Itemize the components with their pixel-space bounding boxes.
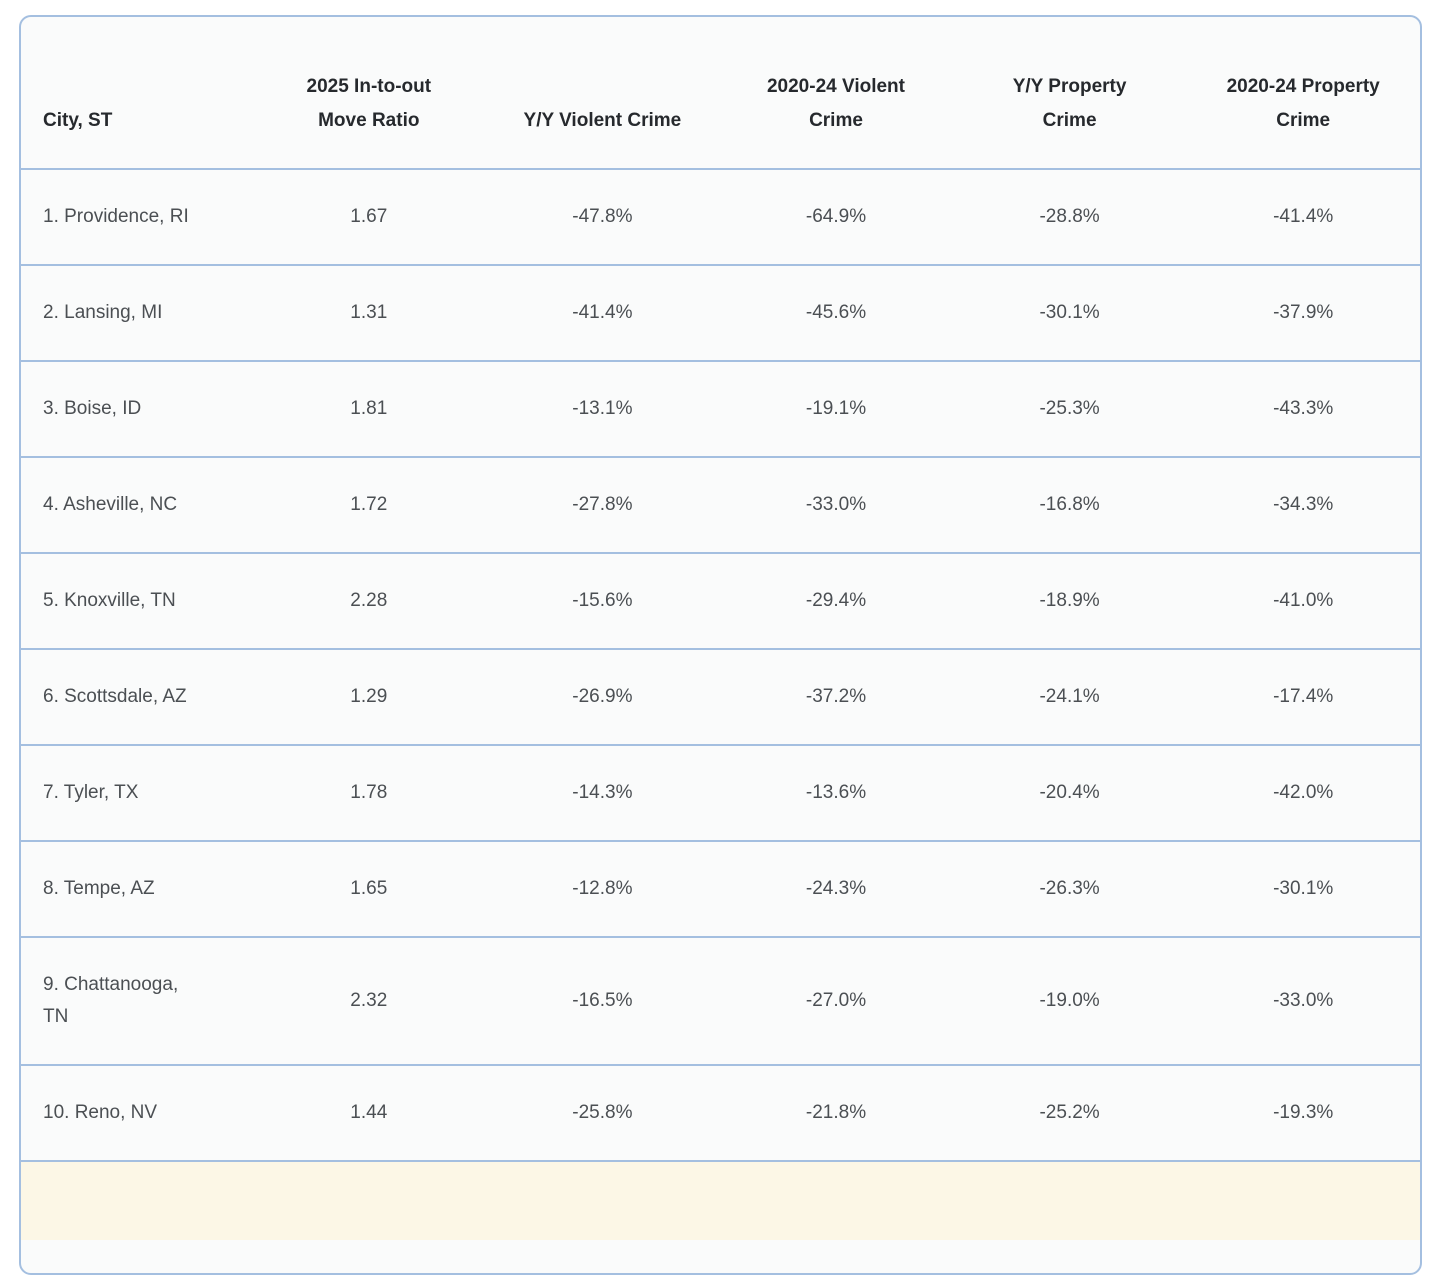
cell-2020-24-violent-crime: -29.4% <box>805 590 867 611</box>
cell-2020-24-property-crime: -33.0% <box>1273 990 1334 1011</box>
cell-city: 7. Tyler, TX <box>43 782 139 803</box>
cell-2020-24-violent-crime: -27.0% <box>805 990 867 1011</box>
table-row: 10. Reno, NV 1.44 -25.8% -21.8% -25.2% -… <box>21 1064 1420 1160</box>
cell-2020-24-property-crime: -37.9% <box>1273 302 1334 323</box>
cell-yy-property-crime: -25.3% <box>1039 398 1100 419</box>
cell-2020-24-property-crime: -41.0% <box>1273 590 1334 611</box>
column-header-2020-24-property-crime: 2020-24 Property Crime <box>1226 76 1380 131</box>
table-row: 9. Chattanooga, TN 2.32 -16.5% -27.0% -1… <box>21 936 1420 1064</box>
cell-yy-violent-crime: -41.4% <box>572 302 633 323</box>
cell-2020-24-violent-crime: -24.3% <box>805 878 867 899</box>
column-header-city: City, ST <box>43 110 113 131</box>
table-row: 3. Boise, ID 1.81 -13.1% -19.1% -25.3% -… <box>21 360 1420 456</box>
cell-city: 2. Lansing, MI <box>43 302 163 323</box>
cell-city: 8. Tempe, AZ <box>43 878 155 899</box>
cell-city: 6. Scottsdale, AZ <box>43 686 187 707</box>
cell-yy-violent-crime: -16.5% <box>572 990 633 1011</box>
cell-city: 4. Asheville, NC <box>43 494 178 515</box>
cell-yy-violent-crime: -27.8% <box>572 494 633 515</box>
column-header-yy-violent-crime: Y/Y Violent Crime <box>523 110 682 131</box>
partial-row-highlight <box>21 1160 1420 1240</box>
column-header-yy-property-crime: Y/Y Property Crime <box>1012 76 1127 131</box>
cell-2020-24-violent-crime: -13.6% <box>805 782 867 803</box>
column-header-move-ratio: 2025 In-to-out Move Ratio <box>306 76 432 131</box>
table-row: 5. Knoxville, TN 2.28 -15.6% -29.4% -18.… <box>21 552 1420 648</box>
cell-yy-property-crime: -19.0% <box>1039 990 1100 1011</box>
cell-move-ratio: 1.44 <box>350 1102 388 1123</box>
cell-yy-violent-crime: -14.3% <box>572 782 633 803</box>
cell-2020-24-violent-crime: -64.9% <box>805 206 867 227</box>
table-row: 4. Asheville, NC 1.72 -27.8% -33.0% -16.… <box>21 456 1420 552</box>
cell-yy-violent-crime: -12.8% <box>572 878 633 899</box>
cell-move-ratio: 1.65 <box>350 878 388 899</box>
cell-move-ratio: 1.31 <box>350 302 388 323</box>
cell-2020-24-violent-crime: -33.0% <box>805 494 867 515</box>
cell-yy-property-crime: -25.2% <box>1039 1102 1100 1123</box>
cell-yy-property-crime: -28.8% <box>1039 206 1100 227</box>
cell-2020-24-property-crime: -17.4% <box>1273 686 1334 707</box>
cell-move-ratio: 1.78 <box>350 782 388 803</box>
cell-move-ratio: 2.28 <box>350 590 388 611</box>
table-row: 8. Tempe, AZ 1.65 -12.8% -24.3% -26.3% -… <box>21 840 1420 936</box>
cell-move-ratio: 1.72 <box>350 494 388 515</box>
cell-city: 1. Providence, RI <box>43 206 189 227</box>
table-row: 1. Providence, RI 1.67 -47.8% -64.9% -28… <box>21 168 1420 264</box>
cell-city: 9. Chattanooga, TN <box>43 974 179 1027</box>
cell-yy-violent-crime: -13.1% <box>572 398 633 419</box>
cell-2020-24-violent-crime: -37.2% <box>805 686 867 707</box>
table-row: 6. Scottsdale, AZ 1.29 -26.9% -37.2% -24… <box>21 648 1420 744</box>
cell-move-ratio: 2.32 <box>350 990 388 1011</box>
crime-stats-table: City, ST 2025 In-to-out Move Ratio Y/Y V… <box>19 15 1422 1275</box>
column-header-2020-24-violent-crime: 2020-24 Violent Crime <box>766 76 905 131</box>
cell-yy-property-crime: -20.4% <box>1039 782 1100 803</box>
cell-2020-24-violent-crime: -45.6% <box>805 302 867 323</box>
table-row: 2. Lansing, MI 1.31 -41.4% -45.6% -30.1%… <box>21 264 1420 360</box>
cell-yy-violent-crime: -47.8% <box>572 206 633 227</box>
cell-yy-property-crime: -24.1% <box>1039 686 1100 707</box>
cell-2020-24-violent-crime: -19.1% <box>805 398 867 419</box>
cell-yy-violent-crime: -25.8% <box>572 1102 633 1123</box>
cell-2020-24-property-crime: -42.0% <box>1273 782 1334 803</box>
cell-city: 3. Boise, ID <box>43 398 142 419</box>
cell-2020-24-property-crime: -34.3% <box>1273 494 1334 515</box>
cell-city: 5. Knoxville, TN <box>43 590 176 611</box>
cell-2020-24-property-crime: -19.3% <box>1273 1102 1334 1123</box>
cell-move-ratio: 1.81 <box>350 398 388 419</box>
cell-move-ratio: 1.67 <box>350 206 388 227</box>
table-row: 7. Tyler, TX 1.78 -14.3% -13.6% -20.4% -… <box>21 744 1420 840</box>
cell-yy-violent-crime: -15.6% <box>572 590 633 611</box>
cell-2020-24-property-crime: -30.1% <box>1273 878 1334 899</box>
cell-yy-property-crime: -18.9% <box>1039 590 1100 611</box>
table-body: 1. Providence, RI 1.67 -47.8% -64.9% -28… <box>21 168 1420 1160</box>
table-header-row: City, ST 2025 In-to-out Move Ratio Y/Y V… <box>21 17 1420 168</box>
cell-yy-property-crime: -30.1% <box>1039 302 1100 323</box>
cell-city: 10. Reno, NV <box>43 1102 158 1123</box>
cell-yy-property-crime: -26.3% <box>1039 878 1100 899</box>
cell-2020-24-property-crime: -43.3% <box>1273 398 1334 419</box>
cell-move-ratio: 1.29 <box>350 686 388 707</box>
cell-2020-24-violent-crime: -21.8% <box>805 1102 867 1123</box>
cell-yy-violent-crime: -26.9% <box>572 686 633 707</box>
cell-2020-24-property-crime: -41.4% <box>1273 206 1334 227</box>
cell-yy-property-crime: -16.8% <box>1039 494 1100 515</box>
